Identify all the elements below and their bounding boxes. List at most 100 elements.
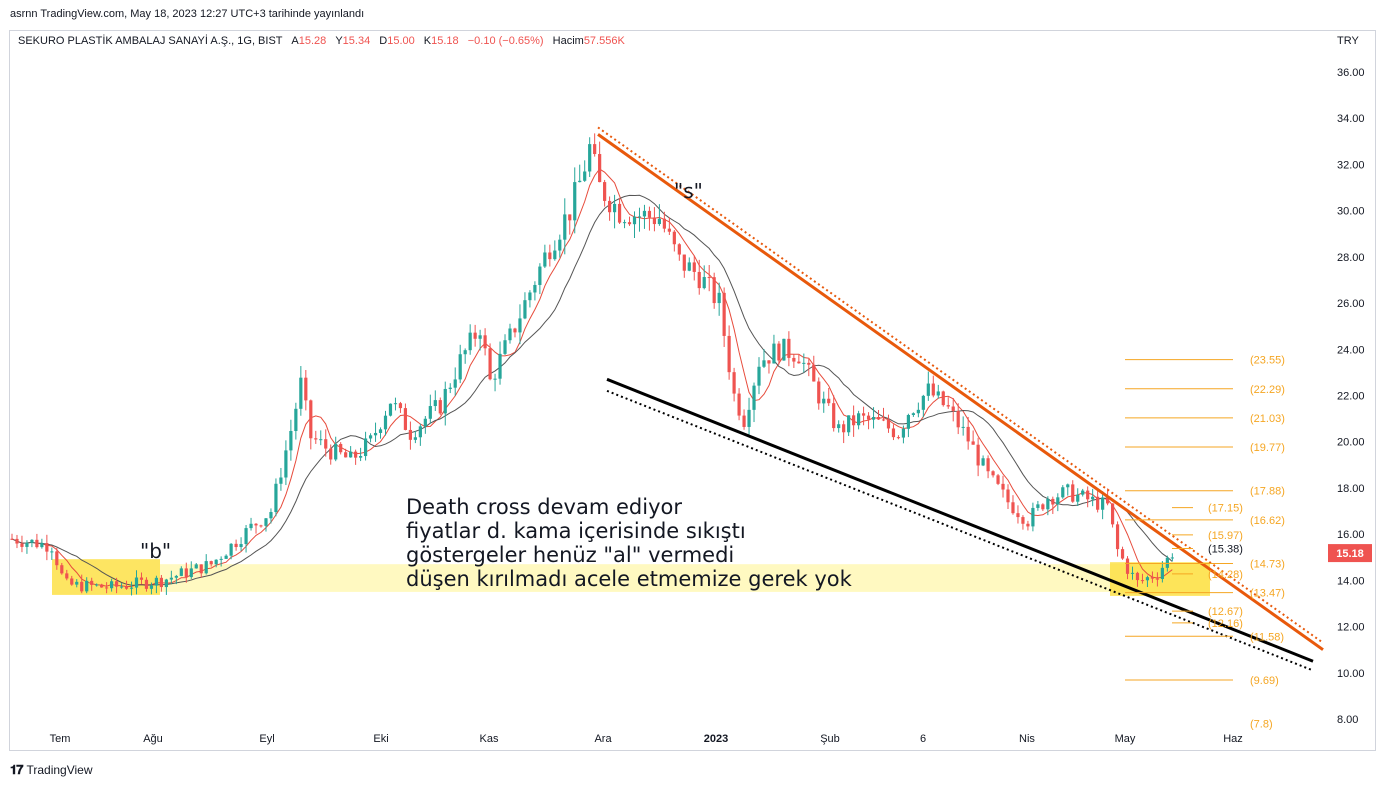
candle-body [642, 210, 647, 217]
candle-body [1145, 577, 1150, 581]
candle-body [981, 458, 985, 466]
candle-body [199, 564, 203, 574]
candle-body [857, 413, 861, 426]
candle-body [578, 180, 582, 183]
fib-level-label: (11.58) [1250, 631, 1284, 643]
x-tick-label: Eki [373, 733, 388, 745]
candle-body [842, 424, 846, 433]
currency-label[interactable]: TRY [1337, 35, 1359, 47]
fib-level-label: (21.03) [1250, 413, 1285, 425]
candle-body [314, 438, 318, 440]
candle-body [1140, 580, 1145, 582]
candle-body [563, 214, 567, 240]
candle-body [483, 335, 487, 349]
y-tick-label: 28.00 [1337, 252, 1365, 264]
candle-body [672, 231, 676, 245]
candle-body [344, 452, 348, 458]
label-s: "s" [674, 179, 703, 203]
candle-body [119, 586, 124, 588]
fib-level-label: (16.62) [1250, 515, 1285, 527]
candle-body [1011, 502, 1015, 514]
candle-body [1160, 567, 1164, 579]
candle-body [1006, 489, 1010, 503]
candle-body [373, 432, 378, 436]
symbol-name[interactable]: SEKURO PLASTİK AMBALAJ SANAYİ A.Ş., 1G, … [18, 35, 283, 47]
candle-body [443, 388, 447, 414]
candle-body [772, 343, 776, 364]
candle-body [612, 203, 617, 213]
candle-body [518, 318, 522, 333]
open-value: 15.28 [298, 35, 327, 47]
candle-body [398, 403, 403, 409]
candle-body [324, 439, 328, 449]
y-tick-label: 18.00 [1337, 483, 1365, 495]
candle-body [1081, 490, 1085, 495]
candle-body [95, 584, 99, 586]
candle-body [463, 350, 467, 355]
candle-body [418, 426, 422, 438]
y-tick-label: 20.00 [1337, 437, 1365, 449]
wedge-lower-line [606, 377, 1314, 663]
fib-level-label: (13.47) [1250, 588, 1285, 600]
x-tick-label: Haz [1223, 733, 1243, 745]
candle-body [134, 577, 139, 588]
candle-body [189, 568, 193, 578]
tradingview-logo-icon: 𝟏𝟕 [10, 762, 24, 777]
candle-body [498, 353, 502, 379]
candle-body [876, 417, 881, 420]
candle-body [503, 340, 507, 354]
candle-body [737, 393, 741, 416]
candle-body [931, 383, 935, 396]
y-tick-label: 12.00 [1337, 622, 1365, 634]
y-tick-label: 30.00 [1337, 206, 1365, 218]
candle-body [886, 419, 891, 429]
candle-body [837, 424, 841, 429]
candle-body [966, 426, 970, 442]
candle-body [667, 228, 671, 232]
tradingview-brand[interactable]: 𝟏𝟕 TradingView [10, 762, 93, 778]
candle-body [727, 335, 731, 373]
candle-body [383, 415, 388, 430]
candle-body [224, 555, 228, 559]
annotation-line: göstergeler henüz "al" vermedi [406, 543, 734, 567]
candle-body [458, 354, 462, 380]
candle-body [533, 284, 537, 293]
candle-body [538, 266, 542, 285]
candle-body [20, 543, 24, 547]
candle-body [802, 362, 806, 364]
volume-value: 57.556K [583, 35, 625, 47]
candles-layer [10, 133, 1174, 596]
candle-body [284, 450, 288, 478]
candle-body [1110, 503, 1115, 525]
low-label: D [379, 35, 388, 47]
y-tick-label: 32.00 [1337, 159, 1365, 171]
candle-body [762, 360, 766, 367]
candle-body [946, 405, 950, 407]
x-tick-label: 2023 [704, 733, 728, 745]
candle-body [35, 539, 39, 548]
high-value: 15.34 [342, 35, 371, 47]
candle-body [812, 364, 816, 382]
fib-level-label: (23.55) [1250, 355, 1285, 367]
candle-body [682, 254, 686, 271]
candle-body [368, 435, 373, 439]
candle-body [413, 437, 417, 440]
candle-body [722, 292, 726, 336]
candle-body [354, 451, 358, 458]
candle-body [75, 581, 79, 585]
candle-body [792, 357, 796, 362]
candle-body [916, 409, 920, 414]
candle-body [1120, 549, 1125, 559]
candle-body [478, 335, 482, 339]
candle-body [901, 428, 906, 438]
candle-body [608, 200, 612, 213]
candle-body [991, 471, 995, 476]
candle-body [468, 332, 472, 351]
candle-body [752, 385, 756, 410]
candle-body [244, 528, 248, 545]
candle-body [568, 214, 572, 221]
candle-body [732, 372, 736, 394]
candle-body [971, 441, 975, 445]
candle-body [677, 244, 681, 255]
